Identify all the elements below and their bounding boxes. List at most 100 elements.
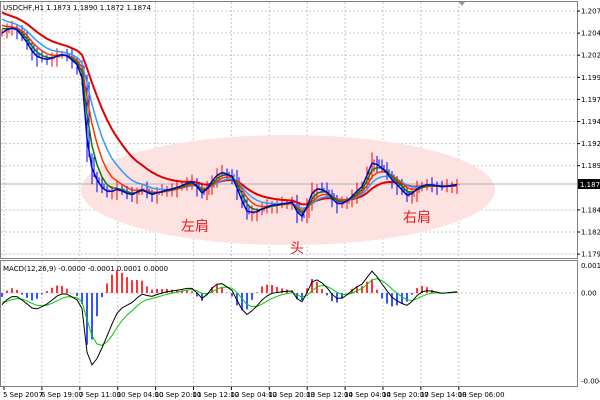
ma-4-line	[1, 18, 458, 210]
osma-bar	[396, 293, 398, 306]
time-tick-label: 12 Sep 20:00	[268, 391, 315, 399]
left-shoulder-label: 左肩	[181, 219, 209, 235]
osma-bar	[421, 286, 423, 293]
osma-bar	[26, 293, 28, 298]
osma-bar	[91, 293, 93, 340]
price-tick-label: 1.2045	[581, 30, 600, 38]
osma-bar	[1, 293, 3, 297]
osma-bar	[316, 281, 318, 293]
price-tick-label: 1.2020	[581, 52, 600, 60]
moving-averages	[1, 11, 458, 218]
time-tick-label: 7 Sep 11:00	[79, 391, 121, 399]
osma-bar	[181, 290, 183, 293]
price-tick-label: 1.1945	[581, 118, 600, 126]
ma-slow-line	[1, 11, 458, 206]
osma-bar	[256, 292, 258, 293]
osma-bar	[126, 277, 128, 293]
osma-bar	[21, 293, 23, 295]
osma-bar	[361, 286, 363, 293]
price-tick-label: 1.1995	[581, 74, 600, 82]
osma-bar	[331, 293, 333, 302]
osma-bar	[101, 293, 103, 298]
time-tick-label: 11 Sep 12:00	[193, 391, 240, 399]
osma-bar	[426, 287, 428, 293]
osma-bar	[356, 286, 358, 293]
time-tick-label: 14 Sep 04:00	[344, 391, 391, 399]
osma-bar	[161, 288, 163, 293]
osma-bar	[416, 288, 418, 293]
osma-bar	[36, 293, 38, 299]
time-tick-label: 10 Sep 04:00	[117, 391, 164, 399]
osma-bar	[136, 279, 138, 293]
current-price-box	[578, 179, 600, 189]
price-tick-label: 1.1845	[581, 206, 600, 214]
macd-line	[1, 270, 458, 366]
price-tick-label: 1.1795	[581, 251, 600, 259]
osma-bar	[16, 289, 18, 293]
osma-bar	[276, 286, 278, 293]
macd-axis: 0.0015 0.00 -0.0045	[581, 262, 600, 385]
osma-bar	[111, 274, 113, 293]
shift-marker-icon[interactable]	[459, 2, 465, 6]
osma-bar	[141, 280, 143, 293]
osma-bar	[211, 287, 213, 293]
osma-bar	[231, 293, 233, 297]
osma-bar	[131, 280, 133, 293]
time-tick-label: 5 Sep 2007	[3, 391, 43, 399]
osma-bar	[241, 293, 243, 311]
osma-bar	[176, 289, 178, 293]
price-tick-label: 1.1820	[581, 229, 600, 237]
macd-panel	[1, 270, 458, 366]
osma-bar	[376, 289, 378, 293]
osma-bar	[326, 293, 328, 296]
osma-bar	[31, 293, 33, 301]
macd-tick-label: -0.0045	[581, 377, 600, 385]
head-shoulders-highlight	[81, 135, 495, 245]
osma-bar	[281, 288, 283, 293]
price-panel-frame	[0, 1, 578, 259]
osma-bar	[246, 293, 248, 310]
osma-bar	[41, 293, 43, 295]
osma-bar	[166, 288, 168, 293]
osma-bar	[106, 283, 108, 293]
osma-bar	[186, 290, 188, 293]
price-tick-label: 1.1970	[581, 96, 600, 104]
ma-fast-line	[1, 27, 458, 218]
time-tick-label: 18 Sep 06:00	[458, 391, 505, 399]
price-tick-label: 1.1920	[581, 140, 600, 148]
osma-bar	[191, 291, 193, 293]
current-price-label: 1.1874	[580, 181, 600, 189]
osma-bar	[76, 293, 78, 296]
macd-tick-label: 0.0015	[581, 262, 600, 270]
macd-tick-label: 0.00	[581, 290, 597, 298]
time-tick-label: 13 Sep 12:00	[306, 391, 353, 399]
osma-bar	[296, 293, 298, 300]
osma-bar	[321, 288, 323, 293]
osma-bar	[81, 293, 83, 304]
osma-bar	[386, 293, 388, 304]
osma-bar	[156, 288, 158, 293]
macd-title: MACD(12,26,9) -0.0000 -0.0001 0.0001 0.0…	[3, 265, 168, 273]
macd-panel-frame	[0, 260, 578, 387]
osma-bar	[406, 293, 408, 302]
time-tick-label: 6 Sep 19:00	[41, 391, 83, 399]
price-axis: 1.2070 1.2045 1.2020 1.1995 1.1970 1.1945 1.19…	[577, 8, 600, 259]
osma-bar	[96, 293, 98, 317]
osma-bar	[116, 270, 118, 293]
time-tick-label: 10 Sep 20:00	[155, 391, 202, 399]
osma-bar	[271, 284, 273, 293]
time-tick-label: 14 Sep 20:00	[382, 391, 429, 399]
osma-bar	[311, 278, 313, 293]
osma-bar	[401, 293, 403, 304]
osma-bar	[11, 288, 13, 293]
osma-bar	[306, 288, 308, 293]
time-tick-label: 12 Sep 04:00	[230, 391, 277, 399]
osma-bar	[266, 284, 268, 293]
macd-signal-line	[1, 278, 458, 346]
ma-3-line	[1, 24, 458, 212]
osma-bar	[146, 286, 148, 293]
price-tick-label: 1.1895	[581, 162, 600, 170]
osma-bar	[46, 291, 48, 293]
